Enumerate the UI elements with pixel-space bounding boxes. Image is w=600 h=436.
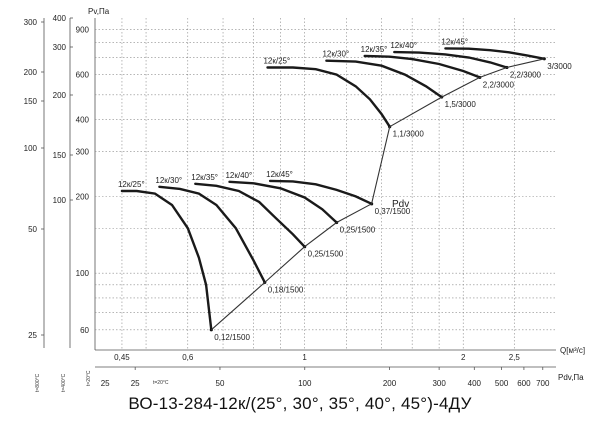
q-tick-label: 0,45 — [114, 353, 130, 362]
temp-label-20-left: t=20°C — [86, 370, 92, 386]
pdv-tick-label: 700 — [536, 379, 550, 388]
temp-label-400: t=400°C — [61, 373, 67, 392]
pdv-tick-label: 200 — [383, 379, 397, 388]
scale-800-label: 25 — [28, 331, 37, 340]
left-scales: 300 200 150 100 50 25 400 300 200 150 100 — [24, 14, 73, 340]
curve-name-label: 12к/40° — [390, 41, 417, 50]
curve-name-label: 12к/35° — [361, 45, 388, 54]
motor-label: 2,2/3000 — [510, 70, 542, 79]
q-axis-label: Q[м³/с] — [560, 346, 585, 355]
motor-label: 0,18/1500 — [268, 285, 304, 294]
pdv-tick-label-t20: 25 — [101, 379, 110, 388]
fan-curve-small-2 — [194, 182, 306, 248]
pdv-tick-label: 600 — [517, 379, 531, 388]
fan-curve-small-1 — [158, 185, 266, 284]
scale-800-label: 150 — [24, 97, 38, 106]
q-tick-label: 2 — [461, 353, 466, 362]
motor-label: 0,25/1500 — [308, 250, 344, 259]
fan-curve-large-7 — [363, 54, 481, 79]
pv-tick-label: 600 — [76, 71, 90, 80]
temp-label-20-pdv: t=20°C — [153, 380, 169, 386]
pv-tick-label: 900 — [76, 26, 90, 35]
scale-400-label: 400 — [53, 14, 67, 23]
pdv-system-line — [210, 58, 545, 331]
curve-name-label: 12к/30° — [322, 50, 349, 59]
tick-labels: 900 600 400 300 200 100 60 0,45 0,6 1 2 2,5 25 50 100 2… — [76, 26, 550, 388]
fan-curve-small-3 — [228, 180, 338, 224]
fan-curve-large-6 — [325, 59, 443, 99]
pdv-axis-label: Pdv,Па — [558, 373, 584, 382]
system-line-label: Pdv — [392, 199, 409, 210]
pdv-tick-label: 400 — [468, 379, 482, 388]
fan-curve-large-9 — [444, 47, 546, 60]
q-tick-label: 2,5 — [509, 353, 521, 362]
pv-tick-label: 60 — [80, 326, 89, 335]
scale-800-label: 200 — [24, 68, 38, 77]
fan-curve-small-4 — [268, 179, 373, 205]
pv-tick-label: 100 — [76, 269, 90, 278]
curve-name-label: 12к/30° — [155, 176, 182, 185]
scale-800-label: 50 — [28, 225, 37, 234]
motor-label: 0,12/1500 — [214, 333, 250, 342]
q-tick-label: 0,6 — [182, 353, 194, 362]
scale-400-label: 300 — [53, 43, 67, 52]
motor-label: 0,37/1500 — [375, 207, 411, 216]
pv-tick-label: 400 — [76, 116, 90, 125]
motor-label: 2,2/3000 — [483, 80, 515, 89]
motor-label: 3/3000 — [547, 62, 572, 71]
curve-name-label: 12к/40° — [225, 171, 252, 180]
motor-label: 1,1/3000 — [393, 130, 425, 139]
scale-400-label: 150 — [53, 151, 67, 160]
curve-name-label: 12к/25° — [263, 56, 290, 65]
fan-curve-large-8 — [393, 50, 508, 69]
pdv-tick-label: 300 — [432, 379, 446, 388]
curve-name-label: 12к/35° — [191, 173, 218, 182]
y-axis-label: Pv,Па — [88, 7, 110, 16]
curve-name-label: 12к/45° — [441, 37, 468, 46]
curve-name-label: 12к/25° — [118, 180, 145, 189]
fan-curve-large-5 — [266, 66, 391, 128]
pdv-tick-label: 100 — [298, 379, 312, 388]
pv-tick-label: 200 — [76, 192, 90, 201]
scale-400-label: 200 — [53, 91, 67, 100]
temp-label-800: t=800°C — [35, 373, 41, 392]
scale-800-label: 100 — [24, 144, 38, 153]
chart-title: ВО-13-284-12к/(25°, 30°, 35°, 40°, 45°)-… — [128, 394, 472, 413]
grid — [95, 18, 556, 350]
fan-curves — [120, 47, 546, 332]
motor-label: 0,25/1500 — [340, 225, 376, 234]
q-tick-label: 1 — [302, 353, 307, 362]
scale-400-label: 100 — [53, 196, 67, 205]
motor-label: 1,5/3000 — [445, 100, 477, 109]
pdv-tick-label: 500 — [495, 379, 509, 388]
fan-curve-small-0 — [120, 189, 213, 331]
pdv-tick-label: 50 — [216, 379, 225, 388]
curve-labels: 12к/25° 0,12/1500 12к/30° 0,18/1500 12к/35° 0… — [118, 37, 572, 341]
pdv-tick-label: 25 — [131, 379, 140, 388]
pv-tick-label: 300 — [76, 147, 90, 156]
scale-800-label: 300 — [24, 18, 38, 27]
curve-name-label: 12к/45° — [266, 170, 293, 179]
